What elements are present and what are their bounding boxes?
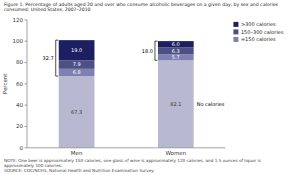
series-label: No calories (197, 101, 225, 107)
y-tick-label: 0 (20, 145, 24, 151)
text-line: Figure 1. Percentage of adults aged 20 a… (4, 2, 279, 7)
note: NOTE: One beer is approximately 150 calo… (4, 158, 261, 168)
y-tick-label: 100 (13, 38, 24, 44)
annotations: 32.7 18.0 No calories (43, 40, 225, 107)
bar-segment (59, 60, 95, 68)
x-tick-label: Men (71, 150, 83, 156)
bar-segment (158, 60, 194, 148)
data-label: 6.3 (172, 48, 180, 54)
bars (59, 40, 194, 148)
bar-segment (59, 69, 95, 76)
y-tick (25, 83, 28, 84)
y-tick-label: 40 (16, 102, 23, 108)
y-axis: 0 20 40 60 80 100 120 Percent (2, 17, 27, 151)
data-label: 7.9 (73, 61, 81, 67)
legend-swatch (233, 37, 238, 42)
x-axis: Men Women (27, 148, 225, 157)
bracket (56, 40, 59, 76)
y-tick-label: 120 (13, 17, 24, 23)
title: Figure 1. Percentage of adults aged 20 a… (4, 2, 279, 7)
y-tick (25, 19, 28, 20)
subtitle: consumed: United States, 2007–2010 (4, 7, 91, 12)
y-tick (25, 147, 28, 148)
text-line: SOURCE: CDC/NCHS, National Health and Nu… (4, 168, 155, 173)
x-axis-line (27, 147, 225, 148)
data-label: 67.3 (71, 109, 82, 115)
y-tick (25, 62, 28, 63)
bracket-label: 18.0 (142, 48, 153, 54)
data-label: 5.7 (172, 54, 180, 60)
chart: Figure 1. Percentage of adults aged 20 a… (0, 0, 288, 175)
data-label: 6.0 (172, 41, 180, 47)
text-line: consumed: United States, 2007–2010 (4, 7, 91, 12)
data-labels: 67.3 6.8 7.9 19.0 82.1 5.76.36.0 (71, 41, 181, 115)
bar-segment (158, 41, 194, 47)
bar-segment (158, 54, 194, 60)
data-label: 6.8 (73, 69, 81, 75)
y-tick (25, 41, 28, 42)
bracket-label: 32.7 (43, 55, 54, 61)
legend-swatch (233, 22, 238, 27)
bracket (155, 41, 158, 60)
bar-segment (158, 48, 194, 55)
legend-swatch (233, 29, 238, 34)
data-label: 82.1 (170, 101, 181, 107)
y-tick (25, 126, 28, 127)
y-tick-label: 60 (16, 81, 23, 87)
legend-label: =150 calories (241, 36, 276, 42)
x-tick-label: Women (165, 150, 186, 156)
legend-label: >300 calories (241, 21, 276, 27)
y-tick-label: 20 (16, 123, 23, 129)
y-axis-line (27, 20, 28, 148)
bar-segment (59, 76, 95, 148)
legend: >300 calories 150–300 calories=150 calori… (233, 21, 283, 42)
y-tick-label: 80 (16, 59, 23, 65)
bar-segment (59, 40, 95, 60)
y-axis-label: Percent (2, 73, 8, 95)
data-label: 19.0 (71, 47, 82, 53)
y-tick (25, 105, 28, 106)
note: SOURCE: CDC/NCHS, National Health and Nu… (4, 168, 155, 173)
legend-label: 150–300 calories (241, 29, 284, 35)
